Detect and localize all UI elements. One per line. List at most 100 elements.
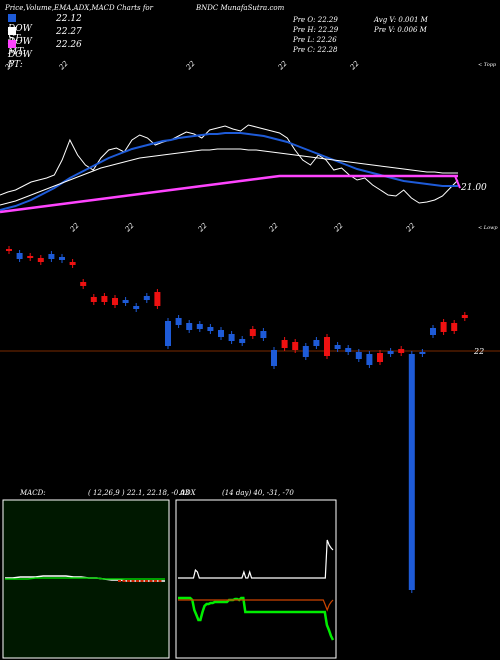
candle-body xyxy=(355,352,362,359)
adx-lines xyxy=(178,539,335,641)
candle-body xyxy=(302,346,309,357)
candle-body xyxy=(80,282,87,286)
right-price-label: 21.00 xyxy=(460,183,487,193)
legend-value-mt: 22.27 xyxy=(56,27,82,37)
legend-label-pt: DOW PT: xyxy=(8,50,32,70)
candle-body xyxy=(69,262,76,265)
candle-body xyxy=(440,322,447,332)
candle-body xyxy=(228,334,235,341)
macd-histogram-bar xyxy=(158,580,162,582)
macd-histogram-bar xyxy=(122,580,126,582)
top-tick-label: 22 xyxy=(3,59,16,72)
mid-tick-label: 22 xyxy=(123,221,136,234)
mid-tick-labels: 22 22 22 22 22 22 xyxy=(68,221,417,234)
legend-value-st: 22.12 xyxy=(56,14,82,24)
topp-label: < Topp xyxy=(478,62,497,68)
candle-body xyxy=(387,351,394,354)
candle-body xyxy=(260,331,267,338)
candle-body xyxy=(334,345,341,349)
candle-body xyxy=(271,350,277,366)
candle-body xyxy=(186,323,193,330)
ema-line-tail xyxy=(454,175,461,189)
mid-tick-label: 22 xyxy=(267,221,280,234)
candle-body xyxy=(249,329,256,336)
macd-line xyxy=(5,577,165,580)
mid-tick-label: 22 xyxy=(404,221,417,234)
top-tick-label: 22 xyxy=(184,59,197,72)
macd-histogram-bar xyxy=(154,580,157,582)
candle-body xyxy=(59,257,65,260)
candle-body xyxy=(398,349,405,353)
macd-params: ( 12,26,9 ) 22.1, 22.18, -0.03 xyxy=(88,489,190,497)
candle-body xyxy=(419,352,426,354)
macd-histogram-bar xyxy=(118,580,121,582)
adx-line xyxy=(178,596,335,641)
mid-tick-label: 22 xyxy=(68,221,81,234)
ema-line xyxy=(0,148,458,206)
candle-body xyxy=(48,254,55,259)
candle-body xyxy=(324,337,330,356)
macd-histogram-bar xyxy=(149,580,153,582)
mid-tick-label: 22 xyxy=(332,221,345,234)
candle-body xyxy=(218,330,224,337)
candle-body xyxy=(101,296,108,302)
candle-body xyxy=(239,339,246,343)
prev-open: Pre O: 22.29 xyxy=(293,16,338,24)
adx-label: ADX xyxy=(179,489,197,497)
candle-body xyxy=(207,327,214,331)
candle-body xyxy=(366,354,373,365)
macd-histogram-bar xyxy=(131,580,135,582)
avg-volume: Avg V: 0.001 M xyxy=(374,16,428,24)
candle-body xyxy=(16,253,23,259)
legend-dow-pt: DOW PT: 22.26 xyxy=(0,40,82,70)
candle-body xyxy=(122,300,129,303)
macd-histogram-bar xyxy=(136,580,139,582)
candle-body xyxy=(196,324,203,329)
legend-dow-mt: DOW MT: 22.27 xyxy=(0,27,82,57)
candles xyxy=(6,246,468,593)
candle-body xyxy=(345,348,352,352)
prev-volume: Pre V: 0.006 M xyxy=(374,26,427,34)
legend-value-pt: 22.26 xyxy=(56,40,82,50)
adx-params: (14 day) 40, -31, -70 xyxy=(222,489,294,497)
candle-body xyxy=(165,321,171,346)
ema-line xyxy=(0,124,459,204)
macd-label: MACD: xyxy=(19,489,46,497)
macd-lines xyxy=(5,575,165,582)
lowp-label: < Lowp xyxy=(478,225,498,231)
legend-label-mt: DOW MT: xyxy=(8,37,32,57)
candle-body xyxy=(281,340,288,348)
ema-line xyxy=(0,174,458,214)
adx-line xyxy=(178,599,334,612)
candle-body xyxy=(377,353,383,362)
candle-body xyxy=(37,258,44,262)
prev-close: Pre C: 22.28 xyxy=(293,46,338,54)
top-tick-labels: 22 22 22 22 22 xyxy=(3,59,361,72)
prev-low: Pre L: 22.26 xyxy=(293,36,337,44)
candle-body xyxy=(175,318,182,325)
macd-histogram-bar xyxy=(140,580,144,582)
candle-body xyxy=(451,323,458,331)
candle-body xyxy=(313,340,320,346)
candle-body xyxy=(292,342,299,350)
candle-body xyxy=(430,328,436,335)
ema-lines xyxy=(0,124,461,214)
macd-histogram-bar xyxy=(145,580,148,582)
adx-line xyxy=(178,539,334,579)
candle-body xyxy=(90,297,97,302)
top-tick-label: 22 xyxy=(348,59,361,72)
top-tick-label: 22 xyxy=(276,59,289,72)
candle-body xyxy=(27,256,34,258)
ema-line xyxy=(0,132,458,211)
candle-body xyxy=(408,354,415,590)
mid-tick-label: 22 xyxy=(196,221,209,234)
candle-price-label: 22 xyxy=(473,347,484,356)
candle-body xyxy=(143,296,150,300)
candle-body xyxy=(461,315,468,318)
candle-body xyxy=(112,298,118,305)
prev-high: Pre H: 22.29 xyxy=(293,26,339,34)
candle-body xyxy=(133,306,140,309)
legend-dow-st: DOW ST: 22.12 xyxy=(0,14,82,44)
legend-label-st: DOW ST: xyxy=(8,24,32,44)
